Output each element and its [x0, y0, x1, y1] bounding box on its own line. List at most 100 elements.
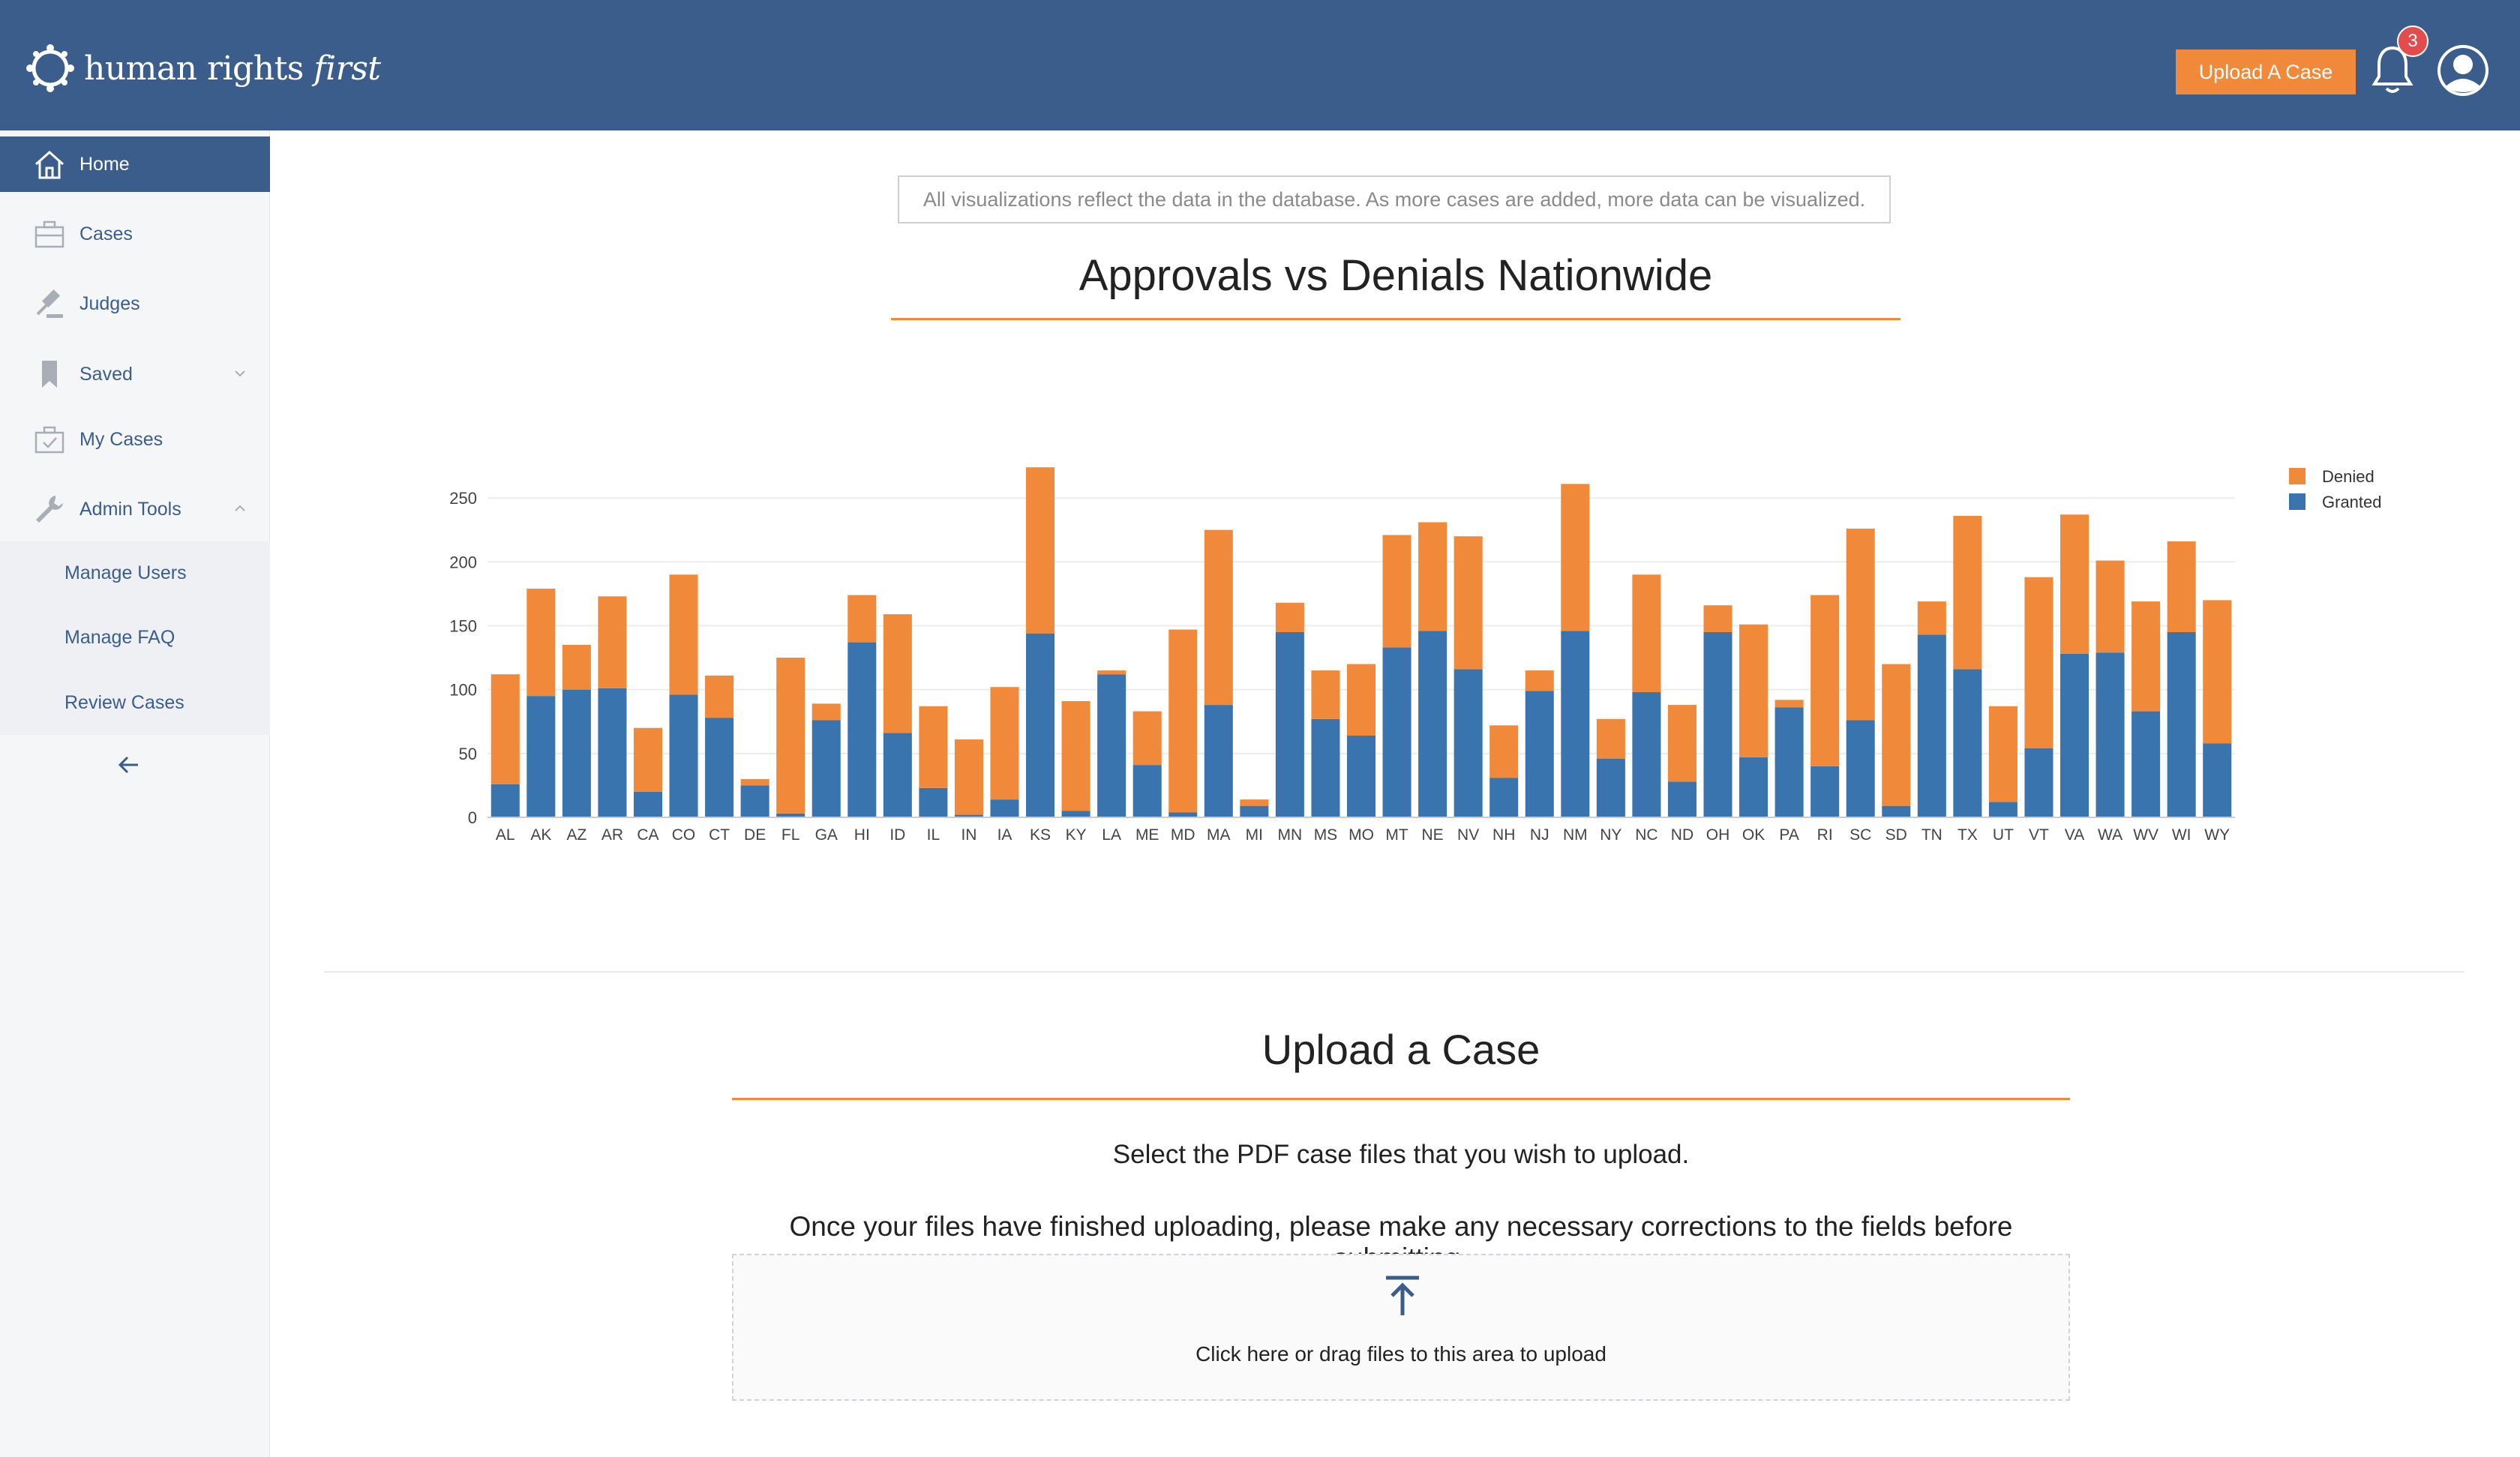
bar-granted — [1240, 805, 1269, 817]
bar-granted — [1454, 669, 1483, 817]
chart-title: Approvals vs Denials Nationwide — [1078, 251, 1713, 300]
subnav-manage-faq[interactable]: Manage FAQ — [64, 627, 176, 648]
sidebar-item-admin-tools[interactable]: Admin Tools — [0, 481, 270, 537]
bar-granted — [2167, 631, 2196, 817]
dropzone-text: Click here or drag files to this area to… — [1196, 1342, 1606, 1366]
bar-granted — [1917, 634, 1946, 817]
bar-granted — [1988, 802, 2018, 817]
notification-badge[interactable]: 3 — [2397, 25, 2428, 57]
home-icon — [35, 150, 64, 179]
bar-granted — [633, 791, 662, 817]
x-tick-label: TX — [1958, 826, 1978, 844]
bar-granted — [1168, 812, 1198, 817]
bar-granted — [2024, 748, 2054, 817]
x-tick-label: KS — [1030, 826, 1051, 844]
file-dropzone[interactable]: Click here or drag files to this area to… — [732, 1254, 2070, 1401]
subnav-manage-users[interactable]: Manage Users — [64, 562, 187, 583]
bar-granted — [1490, 778, 1519, 817]
sidebar: Home Cases Judges Saved — [0, 130, 270, 1457]
bookmark-icon — [42, 361, 57, 388]
collapse-sidebar-arrow-icon[interactable] — [114, 750, 144, 780]
legend-label-denied[interactable]: Denied — [2322, 467, 2374, 486]
sidebar-item-judges[interactable]: Judges — [0, 276, 270, 331]
x-tick-label: MA — [1207, 826, 1231, 844]
bar-granted — [1132, 765, 1162, 817]
y-tick-label: 150 — [449, 616, 477, 635]
x-tick-label: RI — [1817, 826, 1833, 844]
bar-granted — [776, 813, 806, 817]
sidebar-item-cases[interactable]: Cases — [0, 206, 270, 262]
bar-denied — [740, 778, 770, 786]
bar-denied — [1454, 536, 1483, 670]
y-tick-label: 200 — [449, 553, 477, 571]
bar-denied — [1596, 718, 1625, 759]
bar-denied — [1632, 574, 1661, 693]
bar-denied — [990, 687, 1019, 800]
x-tick-label: DE — [744, 826, 766, 844]
sidebar-item-saved[interactable]: Saved — [0, 346, 270, 402]
legend-label-granted[interactable]: Granted — [2322, 493, 2382, 511]
bar-granted — [1561, 631, 1590, 817]
x-tick-label: MN — [1278, 826, 1303, 844]
bar-denied — [633, 727, 662, 792]
bar-denied — [954, 739, 983, 815]
x-tick-label: NJ — [1530, 826, 1550, 844]
bar-denied — [1275, 602, 1304, 632]
bar-denied — [1132, 711, 1162, 766]
bar-granted — [1346, 735, 1376, 817]
bar-granted — [883, 733, 912, 817]
bar-denied — [2024, 577, 2054, 748]
bar-granted — [1667, 781, 1696, 817]
x-tick-label: CO — [672, 826, 696, 844]
legend-swatch-denied[interactable] — [2289, 468, 2306, 484]
chevron-down-icon[interactable] — [232, 366, 248, 381]
sidebar-item-home[interactable]: Home — [0, 136, 270, 192]
bar-denied — [669, 574, 698, 695]
bar-denied — [1240, 799, 1269, 806]
x-tick-label: MT — [1385, 826, 1408, 844]
x-tick-label: CA — [637, 826, 658, 844]
x-tick-label: IN — [961, 826, 976, 844]
bar-denied — [1097, 670, 1126, 675]
bar-granted — [740, 785, 770, 817]
sidebar-item-label: Saved — [80, 363, 133, 385]
bar-denied — [1988, 706, 2018, 802]
gavel-icon — [36, 289, 63, 318]
x-tick-label: WV — [2133, 826, 2158, 844]
logo[interactable]: human rights first — [24, 42, 381, 94]
x-tick-label: UT — [1993, 826, 2014, 844]
bar-denied — [1204, 529, 1233, 706]
bar-denied — [2096, 560, 2125, 653]
bar-granted — [1953, 669, 1982, 817]
sidebar-item-label: Home — [80, 153, 130, 175]
bar-granted — [1774, 707, 1804, 817]
x-tick-label: ND — [1671, 826, 1694, 844]
legend-swatch-granted[interactable] — [2289, 493, 2306, 510]
x-tick-label: VA — [2065, 826, 2084, 844]
bar-granted — [1525, 691, 1554, 817]
x-tick-label: OK — [1742, 826, 1765, 844]
bar-denied — [526, 589, 556, 697]
bar-denied — [562, 645, 591, 690]
bar-granted — [1061, 811, 1090, 817]
x-tick-label: IA — [998, 826, 1012, 844]
bar-denied — [1311, 670, 1340, 719]
x-tick-label: KY — [1066, 826, 1087, 844]
chevron-up-icon[interactable] — [232, 501, 248, 516]
bar-denied — [1810, 595, 1840, 766]
bar-granted — [848, 642, 877, 817]
sidebar-item-my-cases[interactable]: My Cases — [0, 412, 270, 467]
bar-denied — [1667, 705, 1696, 782]
bar-denied — [2060, 514, 2090, 654]
upload-instructions-1: Select the PDF case files that you wish … — [1112, 1140, 1690, 1169]
x-tick-label: SC — [1850, 826, 1871, 844]
bar-granted — [526, 696, 556, 817]
x-tick-label: ID — [890, 826, 905, 844]
bar-granted — [1418, 631, 1448, 817]
subnav-review-cases[interactable]: Review Cases — [64, 692, 184, 713]
y-tick-label: 0 — [468, 808, 477, 827]
avatar-icon[interactable] — [2434, 42, 2492, 99]
upload-case-button[interactable]: Upload A Case — [2176, 49, 2356, 94]
bar-granted — [2203, 743, 2232, 817]
